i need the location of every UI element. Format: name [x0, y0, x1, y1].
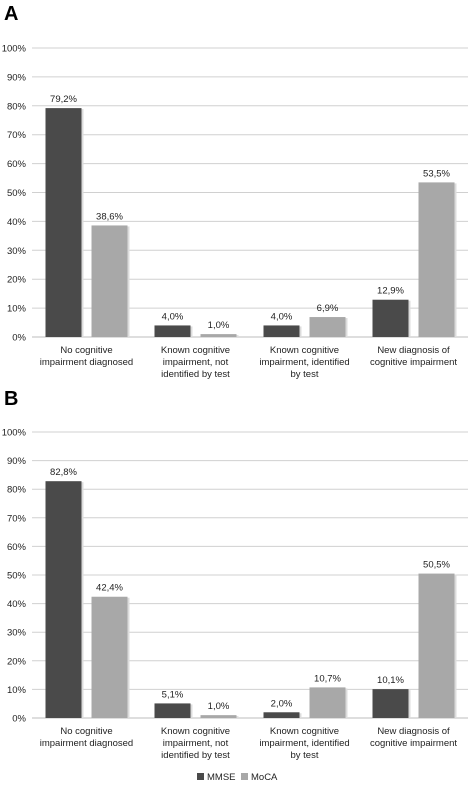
x-category-label-b-3: New diagnosis of cognitive impairment: [370, 726, 457, 749]
x-category-label-line: New diagnosis of: [377, 726, 450, 737]
x-category-label-b-2: Known cognitive impairment, identified by …: [259, 726, 349, 761]
x-category-label-a-1: Known cognitive impairment, not identified…: [161, 345, 230, 380]
data-label-mmse-b-2: 2,0%: [271, 698, 293, 709]
y-tick-label: 50%: [7, 571, 27, 582]
x-category-label-line: cognitive impairment: [370, 357, 457, 368]
y-tick-label: 40%: [7, 217, 27, 228]
bar-moca-a-1: [200, 334, 237, 337]
bar-moca-b-0: [91, 596, 128, 718]
bar-moca-b-1: [200, 715, 237, 718]
legend: MMSE MoCA: [197, 772, 278, 783]
bar-mmse-b-0: [45, 481, 82, 718]
x-category-label-line: impairment, not: [163, 357, 229, 368]
x-category-label-line: impairment, identified: [259, 738, 349, 749]
x-category-label-line: impairment, identified: [259, 357, 349, 368]
x-category-label-line: Known cognitive: [270, 345, 339, 356]
bar-mmse-b-3: [372, 689, 409, 718]
legend-swatch-mmse: [197, 773, 204, 780]
data-label-moca-a-3: 53,5%: [423, 168, 450, 179]
bar-moca-b-2: [309, 687, 346, 718]
data-label-moca-b-0: 42,4%: [96, 583, 123, 594]
x-category-label-a-0: No cognitive impairment diagnosed: [40, 345, 133, 368]
y-tick-label: 40%: [7, 599, 27, 610]
y-tick-label: 70%: [7, 513, 27, 524]
x-category-label-line: New diagnosis of: [377, 345, 450, 356]
y-tick-label: 90%: [7, 456, 27, 467]
panel-a-chart: A 0% 10% 20% 30% 40% 50% 60% 70% 80% 90% 100% 79,2%…: [2, 3, 468, 380]
x-category-label-line: impairment diagnosed: [40, 357, 133, 368]
data-label-moca-b-2: 10,7%: [314, 673, 341, 684]
y-tick-label: 80%: [7, 485, 27, 496]
x-category-label-line: by test: [291, 750, 319, 761]
bar-moca-a-2: [309, 317, 346, 337]
data-label-mmse-a-1: 4,0%: [162, 311, 184, 322]
y-tick-label: 20%: [7, 656, 27, 667]
data-label-moca-a-2: 6,9%: [317, 303, 339, 314]
legend-label-mmse: MMSE: [207, 772, 236, 783]
y-tick-label: 30%: [7, 246, 27, 257]
data-label-moca-a-1: 1,0%: [208, 320, 230, 331]
data-label-mmse-b-3: 10,1%: [377, 675, 404, 686]
bar-moca-b-3: [418, 573, 455, 718]
data-label-mmse-b-1: 5,1%: [162, 689, 184, 700]
x-category-label-b-0: No cognitive impairment diagnosed: [40, 726, 133, 749]
x-category-label-line: by test: [291, 369, 319, 380]
bar-moca-a-0: [91, 225, 128, 337]
data-label-mmse-a-0: 79,2%: [50, 94, 77, 105]
y-tick-label: 10%: [7, 304, 27, 315]
legend-swatch-moca: [241, 773, 248, 780]
y-tick-label: 100%: [2, 44, 27, 55]
y-tick-label: 90%: [7, 72, 27, 83]
bar-mmse-a-3: [372, 299, 409, 337]
bar-moca-a-3: [418, 182, 455, 337]
bar-mmse-a-2: [263, 325, 300, 337]
data-label-moca-b-3: 50,5%: [423, 560, 450, 571]
x-category-label-line: Known cognitive: [161, 726, 230, 737]
x-category-label-line: No cognitive: [60, 726, 112, 737]
y-tick-label: 10%: [7, 685, 27, 696]
y-tick-label: 60%: [7, 159, 27, 170]
panel-b-chart: B 0% 10% 20% 30% 40% 50% 60% 70% 80% 90% 100% 82,8%…: [2, 388, 468, 761]
x-category-label-a-2: Known cognitive impairment, identified by …: [259, 345, 349, 380]
y-tick-label: 100%: [2, 428, 27, 439]
x-category-label-line: Known cognitive: [161, 345, 230, 356]
x-category-label-line: impairment diagnosed: [40, 738, 133, 749]
data-label-mmse-a-2: 4,0%: [271, 311, 293, 322]
y-tick-label: 0%: [12, 714, 26, 725]
bar-mmse-a-0: [45, 108, 82, 337]
panel-a-letter: A: [4, 3, 18, 25]
y-tick-label: 50%: [7, 188, 27, 199]
y-tick-label: 60%: [7, 542, 27, 553]
y-tick-label: 30%: [7, 628, 27, 639]
data-label-moca-b-1: 1,0%: [208, 701, 230, 712]
bar-mmse-b-2: [263, 712, 300, 718]
x-category-label-line: identified by test: [161, 750, 230, 761]
x-category-label-line: No cognitive: [60, 345, 112, 356]
data-label-mmse-b-0: 82,8%: [50, 467, 77, 478]
x-category-label-line: cognitive impairment: [370, 738, 457, 749]
legend-label-moca: MoCA: [251, 772, 278, 783]
x-category-label-line: impairment, not: [163, 738, 229, 749]
y-tick-label: 80%: [7, 101, 27, 112]
x-category-label-b-1: Known cognitive impairment, not identified…: [161, 726, 230, 761]
bar-mmse-b-1: [154, 703, 191, 718]
x-category-label-a-3: New diagnosis of cognitive impairment: [370, 345, 457, 368]
bar-mmse-a-1: [154, 325, 191, 337]
data-label-mmse-a-3: 12,9%: [377, 286, 404, 297]
y-tick-label: 20%: [7, 275, 27, 286]
x-category-label-line: Known cognitive: [270, 726, 339, 737]
x-category-label-line: identified by test: [161, 369, 230, 380]
panel-b-letter: B: [4, 388, 18, 410]
data-label-moca-a-0: 38,6%: [96, 211, 123, 222]
y-tick-label: 70%: [7, 130, 27, 141]
y-tick-label: 0%: [12, 333, 26, 344]
